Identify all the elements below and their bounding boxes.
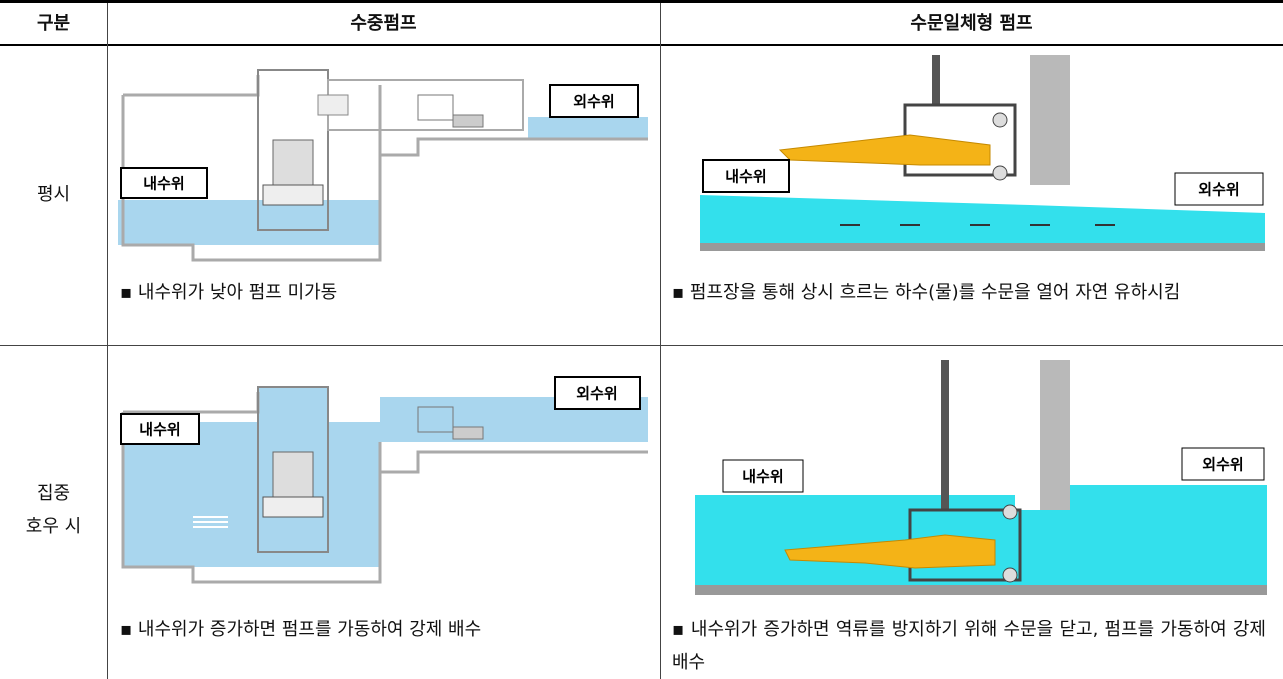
inner-water-label: 내수위 bbox=[143, 175, 184, 193]
outer-water-label: 외수위 bbox=[1198, 181, 1239, 199]
submersible-diagram: 내수위 외수위 bbox=[118, 69, 648, 262]
header-cell: 구분 bbox=[36, 13, 71, 34]
inner-water-label: 내수위 bbox=[139, 421, 180, 439]
caption: ▪ 내수위가 증가하면 역류를 방지하기 위해 수문을 닫고, 펌프를 가동하여… bbox=[672, 619, 1266, 673]
inner-water-label: 내수위 bbox=[725, 168, 766, 186]
col-border bbox=[107, 3, 108, 679]
gate-pump-diagram: 내수위 외수위 bbox=[700, 55, 1265, 251]
gate-pump-diagram: 내수위 외수위 bbox=[695, 360, 1267, 595]
col-border bbox=[660, 3, 661, 679]
caption: ▪ 내수위가 낮아 펌프 미가동 bbox=[120, 282, 338, 303]
submersible-diagram: 내수위 외수위 bbox=[120, 376, 648, 584]
header-cell: 수문일체형 펌프 bbox=[910, 13, 1033, 34]
row-label: 집중 bbox=[36, 483, 71, 504]
outer-water-label: 외수위 bbox=[576, 385, 617, 403]
caption: ▪ 펌프장을 통해 상시 흐르는 하수(물)를 수문을 열어 자연 유하시킴 bbox=[672, 282, 1181, 303]
row-label: 평시 bbox=[36, 184, 71, 205]
top-border bbox=[0, 0, 1283, 3]
row-border bbox=[0, 345, 1283, 346]
header-border bbox=[0, 44, 1283, 46]
outer-water-label: 외수위 bbox=[1202, 456, 1243, 474]
row-label: 호우 시 bbox=[25, 516, 82, 537]
caption: ▪ 내수위가 증가하면 펌프를 가동하여 강제 배수 bbox=[120, 619, 482, 640]
outer-water-label: 외수위 bbox=[573, 93, 614, 111]
header-cell: 수중펌프 bbox=[350, 13, 417, 34]
inner-water-label: 내수위 bbox=[742, 468, 783, 486]
